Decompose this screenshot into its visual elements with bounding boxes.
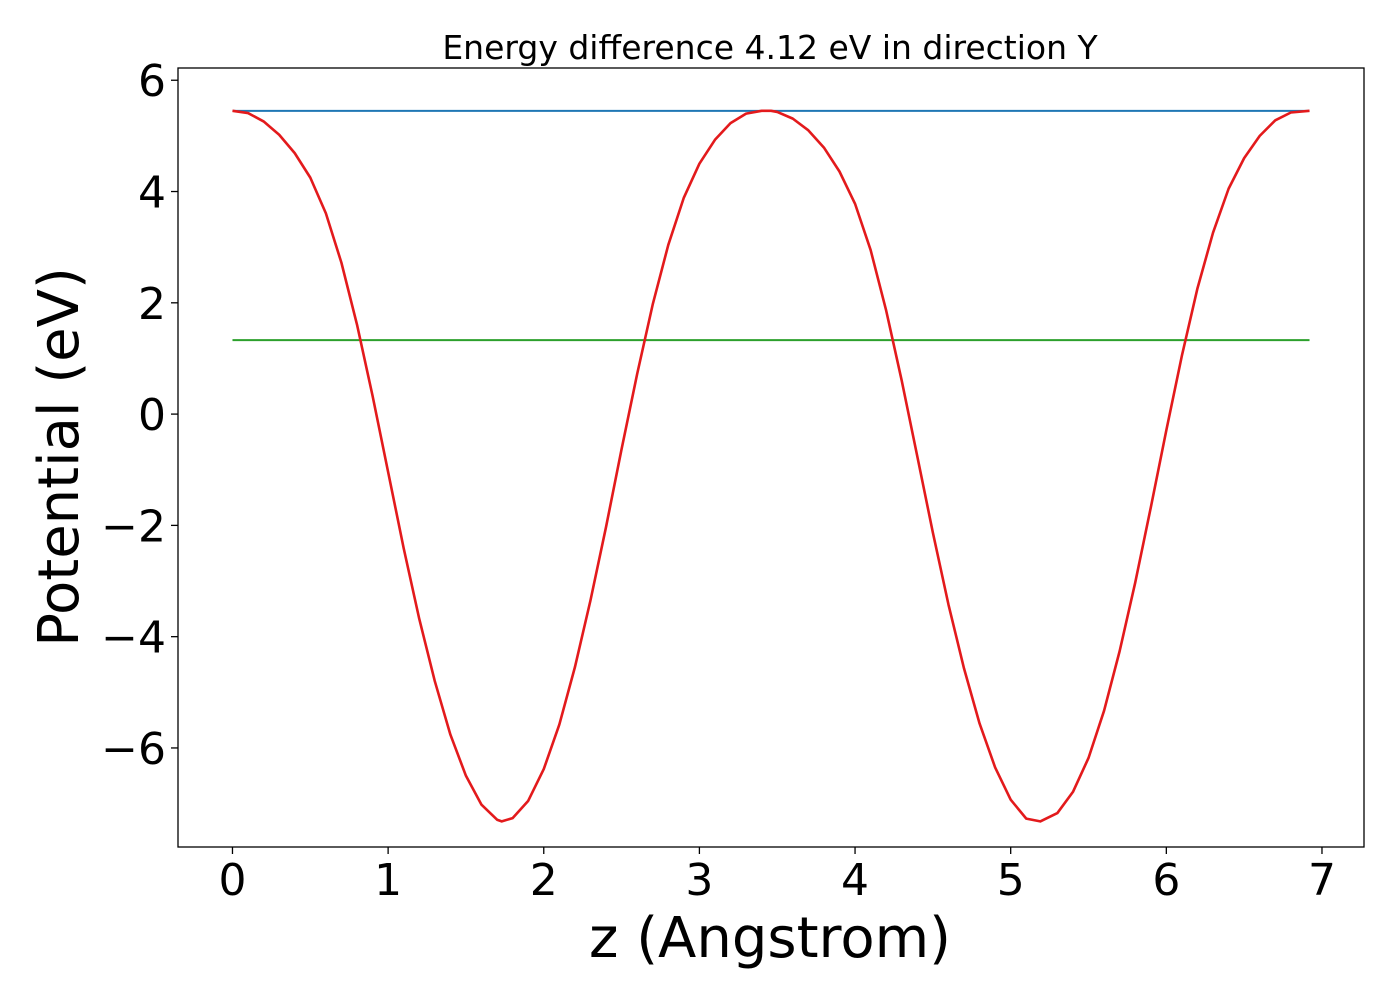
y-tick-label: −2 — [101, 501, 166, 552]
x-tick-label: 7 — [1308, 855, 1336, 906]
series-line-3 — [232, 109, 1310, 823]
x-tick-label: 1 — [374, 855, 402, 906]
y-tick-label: −6 — [101, 724, 166, 775]
axes: 0 1 2 3 4 5 6 7 −6 −4 −2 0 2 4 6 — [101, 56, 1365, 906]
x-tick-label: 4 — [841, 855, 869, 906]
x-tick-label: 3 — [685, 855, 713, 906]
x-tick-label: 6 — [1152, 855, 1180, 906]
y-axis-label: Potential (eV) — [27, 267, 92, 647]
chart-title: Energy difference 4.12 eV in direction Y — [442, 28, 1098, 67]
x-tick-label: 0 — [218, 855, 246, 906]
axes-frame — [177, 67, 1365, 848]
x-tick-label: 5 — [997, 855, 1025, 906]
y-tick-label: 2 — [138, 279, 166, 330]
x-tick-label: 2 — [530, 855, 558, 906]
x-axis-label: z (Angstrom) — [589, 906, 951, 971]
y-tick-label: −4 — [101, 613, 166, 664]
y-tick-label: 6 — [138, 56, 166, 107]
y-tick-label: 4 — [138, 168, 166, 219]
plot-area — [232, 109, 1310, 823]
y-tick-label: 0 — [138, 390, 166, 441]
